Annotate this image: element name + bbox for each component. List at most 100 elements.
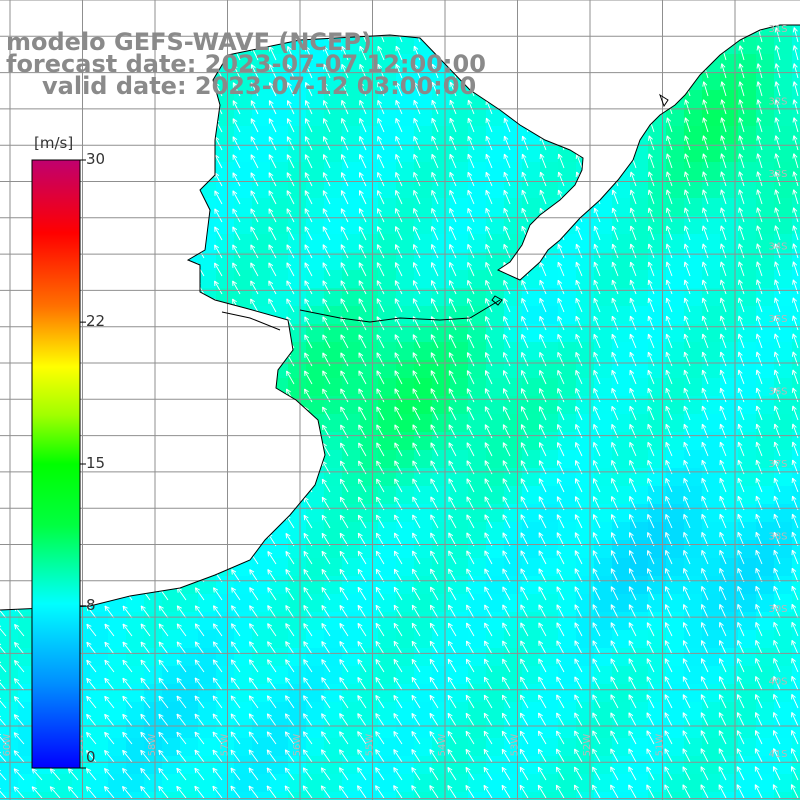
- ocean-cell: [342, 324, 360, 342]
- ocean-cell: [468, 180, 486, 198]
- ocean-cell: [198, 666, 216, 684]
- ocean-cell: [324, 468, 342, 486]
- ocean-cell: [216, 234, 234, 252]
- ocean-cell: [756, 522, 774, 540]
- ocean-cell: [756, 360, 774, 378]
- ocean-cell: [414, 216, 432, 234]
- ocean-cell: [594, 234, 612, 252]
- ocean-cell: [612, 522, 630, 540]
- ocean-cell: [450, 324, 468, 342]
- ocean-cell: [666, 216, 684, 234]
- ocean-cell: [522, 720, 540, 738]
- ocean-cell: [630, 360, 648, 378]
- ocean-cell: [414, 252, 432, 270]
- ocean-cell: [378, 216, 396, 234]
- ocean-cell: [648, 468, 666, 486]
- ocean-cell: [234, 234, 252, 252]
- ocean-cell: [684, 396, 702, 414]
- ocean-cell: [684, 198, 702, 216]
- ocean-cell: [450, 342, 468, 360]
- ocean-cell: [648, 414, 666, 432]
- ocean-cell: [774, 648, 792, 666]
- ocean-cell: [666, 450, 684, 468]
- ocean-cell: [306, 792, 324, 800]
- ocean-cell: [774, 450, 792, 468]
- ocean-cell: [594, 648, 612, 666]
- ocean-cell: [414, 666, 432, 684]
- ocean-cell: [378, 342, 396, 360]
- wind-arrow: [269, 64, 277, 79]
- ocean-cell: [414, 612, 432, 630]
- ocean-cell: [702, 612, 720, 630]
- ocean-cell: [702, 450, 720, 468]
- ocean-cell: [360, 504, 378, 522]
- ocean-cell: [594, 342, 612, 360]
- ocean-cell: [288, 306, 306, 324]
- ocean-cell: [432, 144, 450, 162]
- ocean-cell: [270, 540, 288, 558]
- ocean-cell: [792, 576, 800, 594]
- ocean-cell: [720, 378, 738, 396]
- ocean-cell: [396, 360, 414, 378]
- ocean-cell: [468, 414, 486, 432]
- ocean-cell: [270, 216, 288, 234]
- ocean-cell: [648, 342, 666, 360]
- ocean-cell: [378, 594, 396, 612]
- ocean-cell: [558, 774, 576, 792]
- ocean-cell: [522, 702, 540, 720]
- ocean-cell: [234, 216, 252, 234]
- ocean-cell: [756, 180, 774, 198]
- ocean-cell: [432, 630, 450, 648]
- ocean-cell: [432, 594, 450, 612]
- ocean-cell: [234, 108, 252, 126]
- ocean-cell: [270, 126, 288, 144]
- ocean-cell: [432, 702, 450, 720]
- ocean-cell: [594, 378, 612, 396]
- ocean-cell: [630, 162, 648, 180]
- ocean-cell: [648, 648, 666, 666]
- ocean-cell: [324, 432, 342, 450]
- ocean-cell: [288, 756, 306, 774]
- ocean-cell: [450, 576, 468, 594]
- ocean-cell: [540, 540, 558, 558]
- ocean-cell: [288, 648, 306, 666]
- ocean-cell: [468, 666, 486, 684]
- ocean-cell: [540, 684, 558, 702]
- ocean-cell: [54, 792, 72, 800]
- ocean-cell: [378, 486, 396, 504]
- ocean-cell: [468, 486, 486, 504]
- ocean-cell: [450, 558, 468, 576]
- ocean-cell: [558, 378, 576, 396]
- ocean-cell: [666, 792, 684, 800]
- ocean-cell: [504, 504, 522, 522]
- ocean-cell: [684, 270, 702, 288]
- ocean-cell: [360, 576, 378, 594]
- ocean-cell: [270, 252, 288, 270]
- ocean-cell: [594, 414, 612, 432]
- ocean-cell: [270, 162, 288, 180]
- ocean-cell: [648, 612, 666, 630]
- ocean-cell: [378, 144, 396, 162]
- ocean-cell: [774, 558, 792, 576]
- ocean-cell: [684, 522, 702, 540]
- ocean-cell: [648, 162, 666, 180]
- ocean-cell: [504, 774, 522, 792]
- ocean-cell: [414, 756, 432, 774]
- ocean-cell: [324, 144, 342, 162]
- ocean-cell: [324, 324, 342, 342]
- ocean-cell: [594, 738, 612, 756]
- ocean-cell: [486, 450, 504, 468]
- ocean-cell: [414, 162, 432, 180]
- ocean-cell: [612, 180, 630, 198]
- ocean-cell: [306, 522, 324, 540]
- ocean-cell: [738, 324, 756, 342]
- ocean-cell: [450, 144, 468, 162]
- ocean-cell: [630, 270, 648, 288]
- lat-label: 32S: [768, 97, 787, 108]
- ocean-cell: [162, 612, 180, 630]
- ocean-cell: [576, 468, 594, 486]
- ocean-cell: [450, 306, 468, 324]
- ocean-cell: [648, 504, 666, 522]
- ocean-cell: [522, 162, 540, 180]
- ocean-cell: [414, 522, 432, 540]
